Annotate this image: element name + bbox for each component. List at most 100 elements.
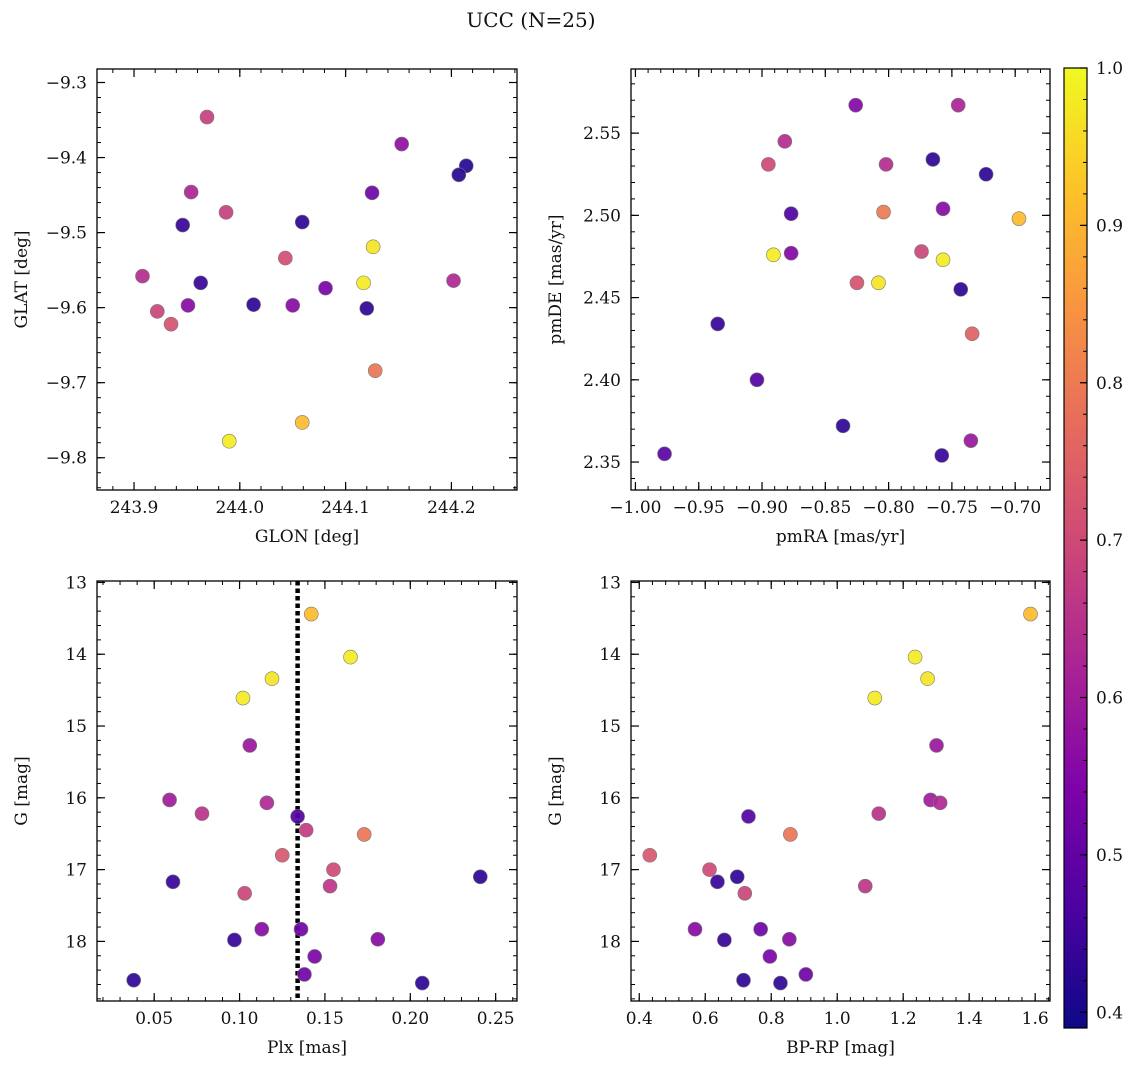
- data-point: [150, 304, 165, 319]
- y-tick-label: 2.35: [583, 453, 621, 473]
- colorbar-gradient: [1064, 68, 1087, 1028]
- y-tick-label: 2.40: [583, 371, 621, 391]
- data-point: [356, 827, 372, 842]
- data-point: [359, 301, 375, 316]
- data-point: [322, 878, 338, 894]
- data-point: [935, 252, 951, 268]
- data-point: [953, 282, 969, 297]
- data-point: [835, 418, 851, 434]
- x-tick-label: 0.15: [306, 1009, 344, 1029]
- y-tick-label: 15: [65, 717, 87, 737]
- data-point: [717, 932, 732, 948]
- data-point: [126, 972, 142, 988]
- colorbar-tick-label: 1.0: [1096, 59, 1123, 79]
- data-point: [278, 250, 293, 266]
- data-point: [367, 363, 383, 378]
- data-point: [365, 239, 381, 255]
- data-point: [414, 975, 430, 991]
- y-tick-label: 14: [65, 645, 87, 665]
- data-point: [782, 931, 797, 947]
- x-tick-label: 1.6: [1022, 1009, 1049, 1029]
- x-axis-label: Plx [mas]: [267, 1038, 347, 1058]
- data-point: [394, 136, 409, 152]
- colorbar-tick-label: 0.6: [1096, 689, 1123, 709]
- data-point: [237, 886, 252, 901]
- data-point: [907, 649, 923, 665]
- data-point: [736, 972, 751, 988]
- data-point: [710, 316, 726, 332]
- data-point: [687, 921, 703, 937]
- x-tick-label: 0.8: [758, 1009, 785, 1029]
- y-tick-label: 2.45: [583, 289, 621, 309]
- y-tick-label: −9.6: [46, 299, 87, 319]
- axes-frame: [96, 580, 518, 1002]
- x-tick-label: −1.00: [609, 498, 661, 518]
- data-point: [950, 97, 966, 113]
- data-point: [246, 297, 261, 312]
- data-point: [235, 690, 251, 706]
- colorbar-frame: [1063, 67, 1088, 1029]
- x-tick-label: 0.20: [391, 1009, 429, 1029]
- data-point: [343, 649, 358, 665]
- data-point: [929, 738, 944, 753]
- x-tick-label: 0.25: [477, 1009, 515, 1029]
- x-tick-label: 0.05: [135, 1009, 173, 1029]
- y-tick-label: −9.4: [46, 149, 87, 169]
- data-point: [871, 275, 886, 291]
- data-point: [221, 433, 237, 449]
- axes-frame: [630, 68, 1051, 491]
- panel-bottom-right: 0.4 0.6 0.8 1.0 1.2 1.4 1.6 13 14 15 16 17 18 BP-RP […: [546, 573, 1051, 1058]
- data-point: [657, 446, 672, 462]
- data-point: [227, 932, 242, 948]
- data-point: [642, 847, 658, 863]
- data-point: [242, 738, 258, 753]
- panels: 243.9 244.0 244.1 244.2 −9.3 −9.4 −9.5 −9.6 −9.7…: [12, 68, 1051, 1058]
- data-point: [1011, 211, 1027, 226]
- data-point: [264, 671, 280, 686]
- data-point: [297, 967, 312, 982]
- y-tick-label: 16: [65, 789, 87, 809]
- data-point: [472, 869, 488, 885]
- x-tick-label: 243.9: [110, 498, 159, 518]
- data-point: [848, 97, 863, 113]
- data-point: [135, 268, 150, 284]
- data-point: [218, 205, 234, 220]
- y-tick-label: 13: [65, 573, 87, 593]
- data-point: [773, 975, 788, 991]
- x-tick-label: 1.4: [956, 1009, 983, 1029]
- x-tick-label: 0.6: [692, 1009, 719, 1029]
- y-axis-label: G [mag]: [546, 756, 566, 825]
- data-point: [920, 671, 935, 686]
- data-point: [737, 886, 753, 901]
- data-point: [783, 245, 799, 261]
- colorbar-tick-label: 0.9: [1096, 216, 1123, 236]
- y-tick-label: −9.5: [46, 224, 87, 244]
- data-point: [753, 921, 768, 937]
- data-point: [777, 134, 793, 149]
- data-point: [294, 214, 310, 230]
- data-point: [356, 275, 371, 291]
- y-tick-label: 15: [599, 717, 621, 737]
- data-point: [710, 874, 725, 890]
- data-point: [326, 862, 341, 877]
- data-point: [783, 206, 799, 222]
- axes-frame: [630, 580, 1051, 1002]
- y-tick-label: −9.8: [46, 449, 87, 469]
- data-point: [762, 949, 778, 964]
- data-point: [798, 967, 814, 982]
- data-point: [857, 878, 873, 894]
- data-point: [729, 869, 745, 885]
- data-point: [1023, 606, 1038, 622]
- data-point: [298, 822, 314, 838]
- colorbar: 0.4 0.5 0.6 0.7 0.8 0.9 1.0: [1063, 59, 1123, 1029]
- data-point: [259, 795, 275, 811]
- data-point: [194, 806, 210, 821]
- data-point: [925, 152, 941, 167]
- data-point: [175, 217, 190, 233]
- x-tick-label: 0.4: [626, 1009, 653, 1029]
- x-tick-label: −0.70: [989, 498, 1041, 518]
- y-tick-label: −9.3: [46, 74, 87, 94]
- data-point: [451, 167, 467, 183]
- y-tick-label: 2.50: [583, 206, 621, 226]
